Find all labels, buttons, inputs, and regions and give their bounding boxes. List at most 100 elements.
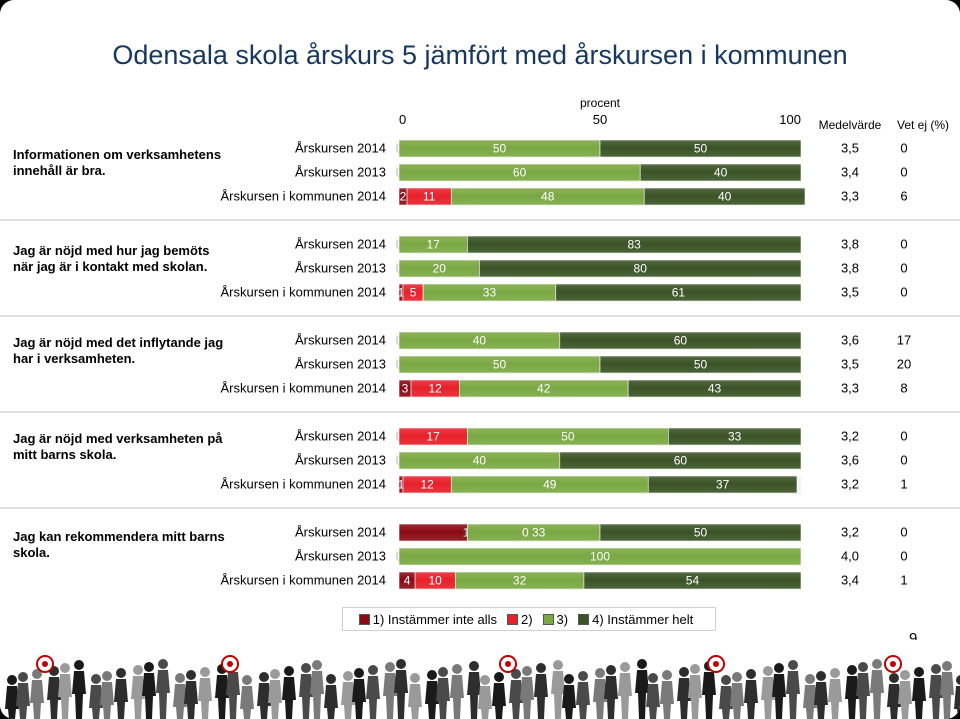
row-label: Årskursen i kommunen 2014 — [221, 477, 386, 492]
bar-data-label: 17 — [426, 238, 440, 252]
person-head-icon — [889, 673, 899, 683]
person-head-icon — [368, 665, 378, 675]
person-body-icon — [912, 678, 926, 719]
person-body-icon — [870, 670, 884, 719]
person-body-icon — [887, 684, 901, 719]
person-head-icon — [788, 660, 798, 670]
person-body-icon — [646, 684, 660, 719]
bar-data-label: 80 — [634, 262, 648, 276]
person-head-icon — [847, 665, 857, 675]
bar-data-label: 33 — [483, 286, 497, 300]
mean-value: 3,4 — [841, 573, 859, 588]
person-head-icon — [679, 667, 689, 677]
mean-value: 4,0 — [841, 549, 859, 564]
person-body-icon — [929, 675, 943, 719]
dontknow-column-header: Vet ej (%) — [897, 118, 949, 132]
dontknow-value: 0 — [900, 165, 907, 180]
person-body-icon — [730, 683, 744, 719]
person-body-icon — [618, 673, 632, 719]
person-body-icon — [744, 680, 758, 719]
bar-data-label: 49 — [543, 478, 557, 492]
bar-data-label: 48 — [541, 190, 555, 204]
bar-data-label: 61 — [672, 286, 686, 300]
dontknow-value: 1 — [900, 477, 907, 492]
person-head-icon — [452, 664, 462, 674]
bar-data-label: 40 — [714, 166, 728, 180]
person-head-icon — [158, 659, 168, 669]
person-head-icon — [284, 666, 294, 676]
bar-segment — [627, 379, 802, 398]
person-head-icon — [564, 674, 574, 684]
person-body-icon — [5, 686, 19, 719]
person-head-icon — [18, 672, 28, 682]
bar-data-label: 50 — [694, 526, 708, 540]
person-body-icon — [593, 679, 607, 719]
question-label-2: Jag är nöjd med hur jag bemöts när jag ä… — [13, 243, 210, 274]
person-head-icon — [270, 669, 280, 679]
person-body-icon — [30, 680, 44, 719]
bar-data-label: 33 — [728, 430, 742, 444]
bar-data-label: 40 — [718, 190, 732, 204]
bar-data-label: 60 — [513, 166, 527, 180]
row-label: Årskursen 2013 — [295, 357, 386, 372]
person-head-icon — [606, 665, 616, 675]
person-head-icon — [469, 661, 479, 671]
row-label: Årskursen 2014 — [295, 333, 386, 348]
person-head-icon — [774, 663, 784, 673]
person-head-icon — [536, 663, 546, 673]
mean-value: 3,6 — [841, 333, 859, 348]
bar-segment — [398, 547, 802, 566]
row-label: Årskursen 2013 — [295, 165, 386, 180]
target-center-icon — [890, 661, 896, 667]
row-label: Årskursen i kommunen 2014 — [221, 285, 386, 300]
bar-segment — [643, 187, 806, 206]
person-head-icon — [690, 664, 700, 674]
legend-label-1: 1) Instämmer inte alls — [372, 611, 497, 627]
person-body-icon — [198, 678, 212, 719]
person-body-icon — [509, 680, 523, 719]
bar-segment — [583, 571, 802, 590]
person-head-icon — [133, 665, 143, 675]
person-head-icon — [816, 671, 826, 681]
legend-label-4: 4) Instämmer helt — [592, 611, 694, 627]
row-label: Årskursen 2014 — [295, 525, 386, 540]
person-body-icon — [156, 670, 170, 719]
bar-data-label: 60 — [674, 454, 688, 468]
dontknow-value: 20 — [897, 357, 911, 372]
person-body-icon — [408, 684, 422, 719]
target-center-icon — [713, 661, 719, 667]
person-head-icon — [914, 667, 924, 677]
page-title: Odensala skola årskurs 5 jämfört med års… — [112, 40, 848, 70]
person-body-icon — [173, 684, 187, 719]
x-tick-label: 0 — [399, 112, 406, 127]
person-head-icon — [91, 674, 101, 684]
bar-data-label: 12 — [420, 478, 434, 492]
person-body-icon — [341, 682, 355, 719]
person-body-icon — [215, 675, 229, 719]
mean-value: 3,2 — [841, 477, 859, 492]
person-head-icon — [721, 675, 731, 685]
person-body-icon — [58, 674, 72, 719]
x-tick-label: 50 — [593, 112, 607, 127]
person-head-icon — [354, 668, 364, 678]
target-center-icon — [227, 661, 233, 667]
row-label: Årskursen 2013 — [295, 453, 386, 468]
dontknow-value: 0 — [900, 261, 907, 276]
person-body-icon — [803, 685, 817, 719]
bar-data-label: 5 — [410, 286, 417, 300]
person-head-icon — [438, 667, 448, 677]
person-head-icon — [186, 670, 196, 680]
person-body-icon — [394, 670, 408, 719]
person-head-icon — [312, 660, 322, 670]
dontknow-value: 17 — [897, 333, 911, 348]
row-label: Årskursen 2013 — [295, 261, 386, 276]
person-body-icon — [786, 671, 800, 719]
bar-data-label: 100 — [590, 550, 610, 564]
person-body-icon — [240, 686, 254, 719]
person-body-icon — [772, 674, 786, 719]
person-body-icon — [352, 679, 366, 719]
person-head-icon — [637, 659, 647, 669]
person-head-icon — [553, 660, 563, 670]
person-body-icon — [551, 671, 565, 719]
person-head-icon — [144, 662, 154, 672]
